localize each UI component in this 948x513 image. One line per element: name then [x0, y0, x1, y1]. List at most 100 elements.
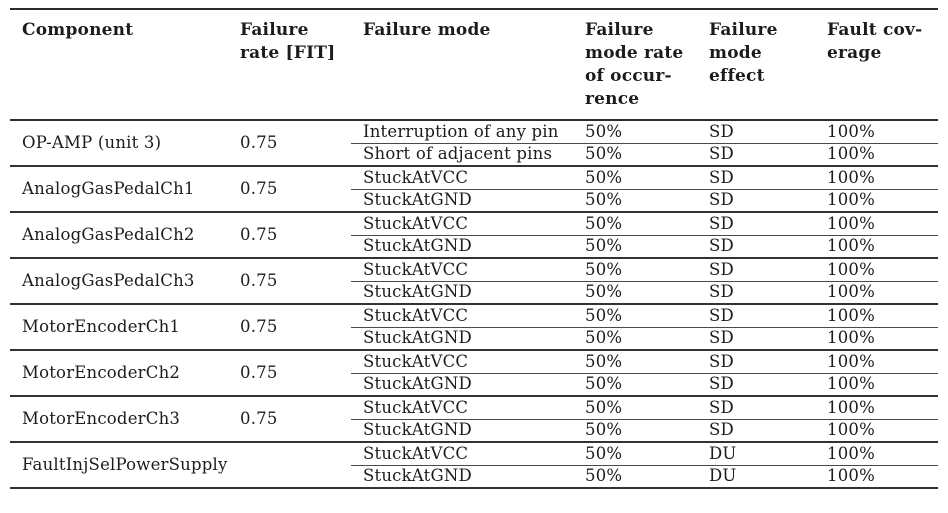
mode-rate-cell: 50%: [585, 374, 623, 394]
component-group: AnalogGasPedalCh1 0.75 StuckAtVCC 50% SD 100%…: [10, 166, 938, 212]
component-group: MotorEncoderCh2 0.75 StuckAtVCC 50% SD 100% St…: [10, 350, 938, 396]
component-group: AnalogGasPedalCh2 0.75 StuckAtVCC 50% SD 100%…: [10, 212, 938, 258]
column-header-failure-rate: Failure rate [FIT]: [240, 20, 336, 63]
component-group: FaultInjSelPowerSupply StuckAtVCC 50% DU 100…: [10, 442, 938, 488]
table-row: StuckAtGND 50% SD 100%: [10, 281, 938, 304]
mode-rate-cell: 50%: [573, 258, 697, 282]
failure-mode-cell: StuckAtVCC: [351, 304, 573, 328]
fault-coverage-cell: 100%: [827, 190, 875, 210]
mode-effect-cell: SD: [709, 374, 734, 394]
table-row: StuckAtGND 50% SD 100%: [10, 235, 938, 258]
table-row: StuckAtGND 50% SD 100%: [10, 373, 938, 396]
failure-mode-cell: StuckAtVCC: [351, 166, 573, 190]
table-row: AnalogGasPedalCh2 0.75 StuckAtVCC 50% SD 100%: [10, 212, 938, 244]
mode-effect-cell: SD: [709, 328, 734, 348]
table-row: StuckAtGND 50% SD 100%: [10, 419, 938, 442]
mode-effect-cell: SD: [709, 420, 734, 440]
failure-modes-table: Component Failure rate [FIT] Failure mode F…: [10, 8, 938, 489]
failure-mode-cell: StuckAtGND: [363, 236, 472, 256]
mode-rate-cell: 50%: [585, 420, 623, 440]
table-row: MotorEncoderCh2 0.75 StuckAtVCC 50% SD 100%: [10, 350, 938, 382]
mode-effect-cell: DU: [709, 466, 737, 486]
mode-effect-cell: SD: [697, 120, 815, 144]
mode-effect-cell: SD: [697, 258, 815, 282]
table-row: OP-AMP (unit 3) 0.75 Interruption of any p…: [10, 120, 938, 152]
component-cell: MotorEncoderCh3: [22, 409, 181, 428]
fault-coverage-cell: 100%: [827, 144, 875, 164]
mode-effect-cell: SD: [697, 304, 815, 328]
failure-mode-cell: StuckAtGND: [363, 466, 472, 486]
fault-coverage-cell: 100%: [827, 282, 875, 302]
component-cell: MotorEncoderCh2: [22, 363, 181, 382]
table-row: StuckAtGND 50% SD 100%: [10, 327, 938, 350]
mode-effect-cell: SD: [709, 236, 734, 256]
mode-effect-cell: SD: [709, 282, 734, 302]
mode-effect-cell: SD: [697, 212, 815, 236]
failure-rate-cell: 0.75: [240, 225, 278, 244]
component-group: MotorEncoderCh1 0.75 StuckAtVCC 50% SD 100% St…: [10, 304, 938, 350]
column-header-failure-mode: Failure mode: [363, 20, 491, 40]
mode-rate-cell: 50%: [573, 304, 697, 328]
mode-effect-cell: SD: [697, 396, 815, 420]
failure-mode-cell: StuckAtVCC: [351, 258, 573, 282]
failure-mode-cell: StuckAtGND: [363, 374, 472, 394]
component-group: AnalogGasPedalCh3 0.75 StuckAtVCC 50% SD 100%…: [10, 258, 938, 304]
table-row: StuckAtGND 50% SD 100%: [10, 189, 938, 212]
mode-rate-cell: 50%: [573, 442, 697, 466]
column-header-component: Component: [22, 20, 134, 40]
failure-rate-cell: 0.75: [240, 133, 278, 152]
mode-effect-cell: SD: [697, 166, 815, 190]
fault-coverage-cell: 100%: [827, 420, 875, 440]
mode-rate-cell: 50%: [573, 212, 697, 236]
table-row: MotorEncoderCh3 0.75 StuckAtVCC 50% SD 100%: [10, 396, 938, 428]
mode-effect-cell: DU: [697, 442, 815, 466]
failure-rate-cell: 0.75: [240, 409, 278, 428]
component-group: OP-AMP (unit 3) 0.75 Interruption of any p…: [10, 120, 938, 166]
table-row: FaultInjSelPowerSupply StuckAtVCC 50% DU 100…: [10, 442, 938, 474]
failure-mode-cell: StuckAtGND: [363, 328, 472, 348]
mode-rate-cell: 50%: [585, 466, 623, 486]
fault-coverage-cell: 100%: [827, 328, 875, 348]
table-row: StuckAtGND 50% DU 100%: [10, 465, 938, 488]
fault-coverage-cell: 100%: [815, 304, 938, 328]
failure-mode-cell: StuckAtVCC: [351, 350, 573, 374]
fault-coverage-cell: 100%: [827, 236, 875, 256]
failure-mode-cell: StuckAtGND: [363, 282, 472, 302]
mode-effect-cell: SD: [697, 350, 815, 374]
mode-rate-cell: 50%: [585, 144, 623, 164]
failure-rate-cell: 0.75: [240, 271, 278, 290]
mode-effect-cell: SD: [709, 144, 734, 164]
fault-coverage-cell: 100%: [827, 466, 875, 486]
table-row: AnalogGasPedalCh3 0.75 StuckAtVCC 50% SD 100%: [10, 258, 938, 290]
failure-mode-cell: StuckAtVCC: [351, 212, 573, 236]
component-cell: AnalogGasPedalCh1: [22, 179, 195, 198]
component-cell: MotorEncoderCh1: [22, 317, 181, 336]
failure-mode-cell: Short of adjacent pins: [363, 144, 553, 164]
table-row: MotorEncoderCh1 0.75 StuckAtVCC 50% SD 100%: [10, 304, 938, 336]
failure-rate-cell: 0.75: [240, 179, 278, 198]
component-group: MotorEncoderCh3 0.75 StuckAtVCC 50% SD 100% St…: [10, 396, 938, 442]
failure-rate-cell: [228, 442, 351, 488]
mode-rate-cell: 50%: [573, 350, 697, 374]
column-header-mode-effect: Failure mode effect: [709, 20, 778, 86]
column-header-mode-rate: Failure mode rate of occur- rence: [585, 20, 684, 109]
mode-rate-cell: 50%: [585, 282, 623, 302]
fault-coverage-cell: 100%: [815, 166, 938, 190]
fault-coverage-cell: 100%: [815, 258, 938, 282]
component-cell: AnalogGasPedalCh2: [22, 225, 195, 244]
mode-rate-cell: 50%: [585, 328, 623, 348]
component-cell: FaultInjSelPowerSupply: [22, 455, 228, 474]
fault-coverage-cell: 100%: [815, 350, 938, 374]
table-row: AnalogGasPedalCh1 0.75 StuckAtVCC 50% SD 100%: [10, 166, 938, 198]
mode-effect-cell: SD: [709, 190, 734, 210]
failure-rate-cell: 0.75: [240, 363, 278, 382]
header-row: Component Failure rate [FIT] Failure mode F…: [10, 9, 938, 120]
failure-mode-cell: StuckAtVCC: [351, 442, 573, 466]
column-header-fault-coverage: Fault cov- erage: [827, 20, 923, 63]
component-cell: OP-AMP (unit 3): [22, 133, 162, 152]
fault-coverage-cell: 100%: [815, 120, 938, 144]
fault-coverage-cell: 100%: [827, 374, 875, 394]
mode-rate-cell: 50%: [573, 120, 697, 144]
failure-mode-cell: StuckAtVCC: [351, 396, 573, 420]
